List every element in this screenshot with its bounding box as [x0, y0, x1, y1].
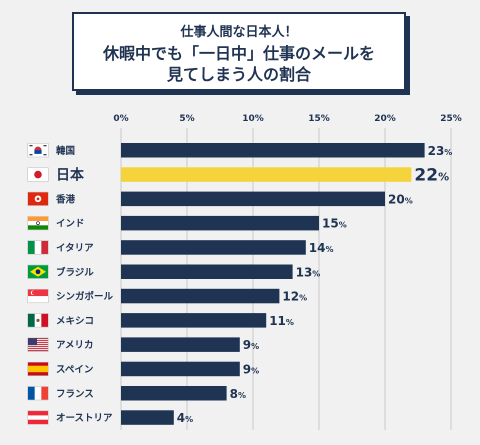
category-label: スペイン — [56, 364, 93, 375]
hongkong-flag-icon — [27, 191, 49, 206]
value-label: 20% — [388, 192, 413, 206]
bar — [121, 313, 267, 328]
value-label: 13% — [296, 265, 321, 279]
category-label: ブラジル — [56, 266, 94, 278]
title-line-1: 仕事人間な日本人！ — [180, 25, 298, 40]
title-line-3: 見てしまう人の割合 — [166, 65, 311, 84]
bar — [121, 410, 174, 425]
usa-flag-icon — [27, 337, 49, 352]
bar — [121, 337, 240, 352]
category-label: 香港 — [55, 193, 76, 205]
france-flag-icon — [27, 386, 49, 401]
bar — [121, 215, 319, 231]
bar — [121, 240, 306, 255]
japan-flag-icon — [27, 167, 49, 182]
highlight-bar — [121, 167, 412, 182]
category-label: 韓国 — [56, 145, 75, 157]
value-label: 23% — [428, 144, 453, 158]
value-label: 4% — [177, 411, 193, 425]
mexico-flag-icon — [27, 313, 49, 328]
chart-title-box: 仕事人間な日本人！ 休暇中でも「一日中」仕事のメールを 見てしまう人の割合 — [72, 12, 406, 91]
category-label: イタリア — [56, 242, 94, 254]
x-tick-label: 10% — [242, 114, 264, 124]
india-flag-icon — [27, 216, 49, 231]
bar — [121, 264, 293, 279]
bar — [121, 288, 280, 304]
category-label: メキシコ — [56, 316, 94, 327]
value-label: 12% — [282, 290, 307, 304]
spain-flag-icon — [27, 361, 49, 376]
brazil-flag-icon — [27, 264, 49, 279]
value-label: 9% — [243, 362, 259, 376]
category-label: オーストリア — [56, 413, 113, 424]
x-tick-label: 25% — [440, 114, 462, 124]
value-label: 22% — [414, 166, 449, 186]
category-label: シンガポール — [56, 291, 114, 303]
x-tick-label: 5% — [179, 114, 194, 124]
value-label: 14% — [309, 241, 334, 255]
x-tick-label: 20% — [374, 114, 396, 124]
korea-flag-icon — [27, 143, 49, 158]
bar — [121, 386, 227, 401]
value-label: 8% — [230, 387, 246, 401]
italy-flag-icon — [27, 240, 49, 255]
bar — [121, 361, 240, 377]
value-label: 15% — [322, 217, 347, 231]
category-label: アメリカ — [56, 340, 94, 351]
bar — [121, 143, 425, 158]
bar — [121, 191, 385, 207]
category-label: フランス — [56, 389, 94, 400]
category-label: 日本 — [56, 167, 85, 184]
x-tick-label: 15% — [308, 114, 330, 124]
singapore-flag-icon — [27, 289, 49, 304]
x-tick-label: 0% — [113, 114, 128, 124]
title-line-2: 休暇中でも「一日中」仕事のメールを — [102, 44, 375, 63]
value-label: 11% — [269, 314, 294, 328]
category-label: インド — [56, 219, 85, 230]
austria-flag-icon — [27, 410, 49, 425]
value-label: 9% — [243, 338, 259, 352]
